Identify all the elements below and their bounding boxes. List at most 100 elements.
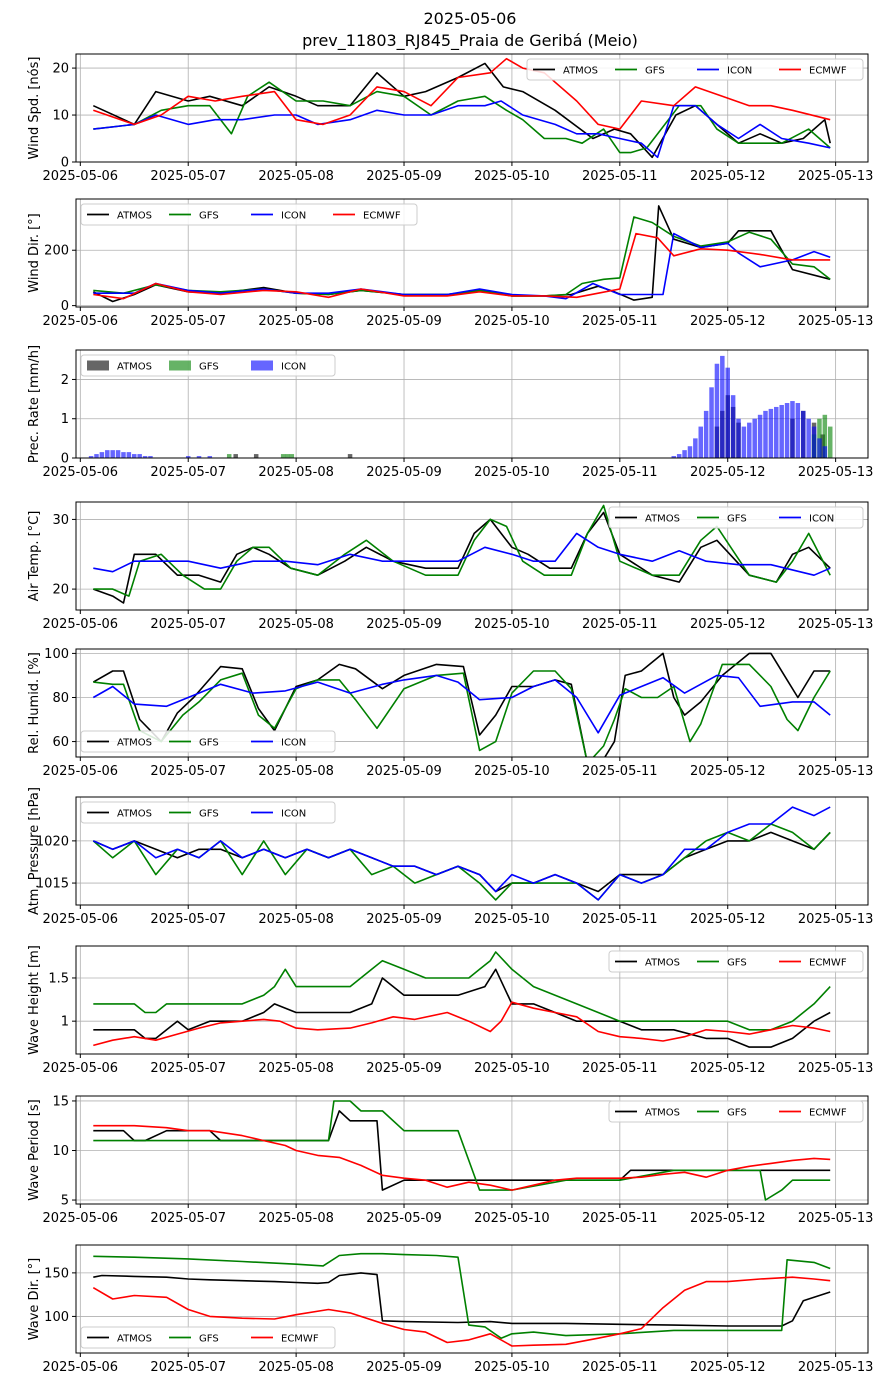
bar-icon bbox=[795, 403, 801, 458]
series-line-atmos bbox=[93, 1272, 831, 1327]
legend: ATMOS GFS ICON ECMWF bbox=[526, 58, 864, 81]
series-line-ecmwf bbox=[92, 1276, 831, 1347]
bar-icon bbox=[720, 355, 725, 458]
x-tick-label: 2025-05-12 bbox=[690, 1061, 766, 1076]
series-line-gfs bbox=[93, 1252, 831, 1339]
series-line-gfs bbox=[92, 823, 831, 901]
y-axis-label: Rel. Humid. [%] bbox=[27, 652, 42, 754]
legend-box bbox=[608, 506, 864, 529]
x-tick-label: 2025-05-07 bbox=[150, 617, 226, 632]
bar-icon bbox=[752, 418, 757, 458]
bar-icon bbox=[698, 426, 704, 458]
bar-icon bbox=[682, 450, 687, 458]
y-tick-label: 1020 bbox=[36, 834, 69, 849]
bar-atmos bbox=[253, 454, 259, 458]
bar-icon bbox=[725, 367, 730, 458]
y-tick-label: 0 bbox=[61, 452, 69, 467]
legend-box bbox=[80, 730, 336, 753]
legend-label-ecmwf: ECMWF bbox=[809, 1108, 847, 1119]
x-tick-label: 2025-05-09 bbox=[366, 912, 442, 927]
x-tick-label: 2025-05-07 bbox=[150, 314, 226, 329]
bar-icon bbox=[121, 452, 126, 458]
y-tick-label: 0 bbox=[61, 156, 69, 171]
legend-label-gfs: GFS bbox=[727, 1108, 747, 1119]
y-tick-label: 80 bbox=[52, 691, 69, 706]
plot-area bbox=[92, 652, 831, 757]
bar-gfs bbox=[289, 454, 295, 458]
bar-icon bbox=[822, 446, 828, 458]
legend-label-gfs: GFS bbox=[645, 66, 665, 77]
bar-icon bbox=[110, 450, 115, 458]
legend: ATMOS GFS ICON bbox=[80, 730, 336, 753]
legend-box bbox=[608, 1100, 864, 1123]
series-line-ecmwf bbox=[93, 57, 831, 130]
y-tick-label: 60 bbox=[52, 735, 69, 750]
x-tick-label: 2025-05-08 bbox=[258, 1211, 334, 1226]
bar-icon bbox=[817, 438, 822, 458]
bar-atmos bbox=[233, 454, 238, 458]
axes-frame bbox=[75, 53, 869, 163]
panel-9: 2025-05-06 2025-05-07 2025-05-08 2025-05-09… bbox=[27, 1244, 873, 1375]
y-axis-label: Wave Height [m] bbox=[27, 945, 42, 1055]
bar-icon bbox=[185, 456, 191, 458]
x-tick-label: 2025-05-06 bbox=[43, 1061, 119, 1076]
bar-icon bbox=[115, 450, 121, 458]
x-tick-label: 2025-05-13 bbox=[798, 1061, 874, 1076]
x-tick-label: 2025-05-07 bbox=[150, 1360, 226, 1375]
legend-label-atmos: ATMOS bbox=[645, 958, 680, 969]
x-tick-label: 2025-05-09 bbox=[366, 764, 442, 779]
bar-icon bbox=[132, 454, 137, 458]
x-tick-label: 2025-05-09 bbox=[366, 617, 442, 632]
y-axis-label: Wave Period [s] bbox=[27, 1099, 42, 1200]
plot-area bbox=[93, 951, 831, 1048]
bar-icon bbox=[687, 446, 693, 458]
y-tick-label: 10 bbox=[52, 1144, 69, 1159]
panel-7: 2025-05-06 2025-05-07 2025-05-08 2025-05-09… bbox=[27, 945, 873, 1076]
x-tick-label: 2025-05-13 bbox=[798, 1211, 874, 1226]
bar-icon bbox=[99, 452, 105, 458]
plot-area bbox=[92, 205, 831, 303]
legend-label-atmos: ATMOS bbox=[563, 66, 598, 77]
bar-icon bbox=[763, 410, 768, 458]
x-tick-label: 2025-05-09 bbox=[366, 1061, 442, 1076]
panel-6: 2025-05-06 2025-05-07 2025-05-08 2025-05-09… bbox=[27, 787, 873, 927]
y-tick-label: 1.5 bbox=[48, 971, 69, 986]
bar-icon bbox=[806, 418, 811, 458]
legend-label-ecmwf: ECMWF bbox=[809, 66, 847, 77]
x-tick-label: 2025-05-09 bbox=[366, 1211, 442, 1226]
legend-label-gfs: GFS bbox=[199, 362, 219, 373]
series-line-ecmwf bbox=[93, 1124, 831, 1191]
bar-icon bbox=[801, 410, 806, 458]
bar-atmos bbox=[347, 454, 353, 458]
legend-label-gfs: GFS bbox=[727, 958, 747, 969]
legend-label-gfs: GFS bbox=[199, 211, 219, 222]
plot-area bbox=[92, 1252, 831, 1347]
x-tick-label: 2025-05-11 bbox=[582, 314, 658, 329]
bar-icon bbox=[207, 456, 213, 458]
bar-icon bbox=[709, 387, 714, 458]
series-line-atmos bbox=[92, 652, 831, 757]
x-tick-label: 2025-05-10 bbox=[474, 764, 550, 779]
x-tick-label: 2025-05-11 bbox=[582, 912, 658, 927]
y-tick-label: 150 bbox=[44, 1266, 69, 1281]
series-line-gfs bbox=[93, 1100, 831, 1201]
legend-label-icon: ICON bbox=[281, 738, 306, 749]
x-tick-label: 2025-05-11 bbox=[582, 465, 658, 480]
axes-frame bbox=[75, 501, 869, 611]
x-tick-label: 2025-05-06 bbox=[43, 1211, 119, 1226]
bar-icon bbox=[703, 410, 709, 458]
x-tick-label: 2025-05-08 bbox=[258, 1061, 334, 1076]
legend-swatch-atmos bbox=[87, 360, 109, 371]
y-tick-label: 5 bbox=[61, 1194, 69, 1209]
y-axis-label: Air Temp. [°C] bbox=[27, 511, 42, 602]
x-tick-label: 2025-05-10 bbox=[474, 314, 550, 329]
legend-label-icon: ICON bbox=[727, 66, 752, 77]
axes-frame bbox=[75, 1244, 869, 1354]
bar-icon bbox=[196, 456, 202, 458]
legend: ATMOS GFS ICON bbox=[608, 506, 864, 529]
legend-label-atmos: ATMOS bbox=[117, 211, 152, 222]
series-line-icon bbox=[93, 100, 831, 159]
bar-icon bbox=[714, 363, 720, 458]
axes-frame bbox=[75, 945, 869, 1055]
bar-gfs bbox=[226, 454, 232, 458]
